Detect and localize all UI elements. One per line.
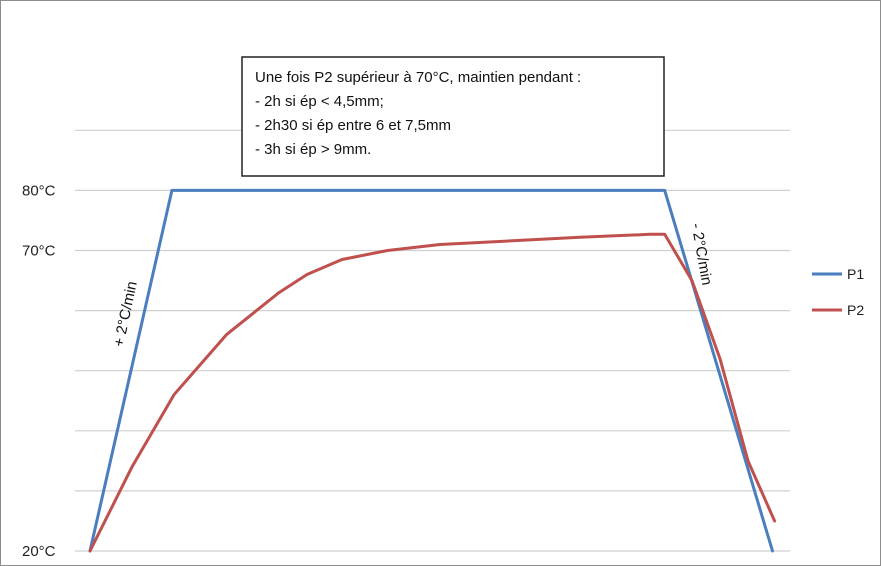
legend: P1 P2 — [812, 266, 864, 318]
annotation-line-2: - 2h si ép < 4,5mm; — [255, 93, 384, 110]
gridlines — [75, 129, 790, 552]
annotation-line-3: - 2h30 si ép entre 6 et 7,5mm — [255, 117, 451, 134]
annotation-line-4: - 3h si ép > 9mm. — [255, 141, 371, 158]
legend-label-p2: P2 — [847, 302, 864, 318]
y-tick-label-70: 70°C — [22, 243, 56, 260]
series-line-p2 — [88, 232, 777, 553]
series-line-p1 — [88, 188, 774, 553]
y-axis-tick-labels: 20°C 70°C 80°C — [22, 182, 56, 560]
annotation-line-1: Une fois P2 supérieur à 70°C, maintien p… — [255, 69, 581, 86]
series-layer — [88, 188, 777, 553]
y-tick-label-80: 80°C — [22, 182, 56, 199]
y-tick-label-20: 20°C — [22, 543, 56, 560]
legend-label-p1: P1 — [847, 266, 864, 282]
annotation-box: Une fois P2 supérieur à 70°C, maintien p… — [241, 56, 665, 177]
annotation-box-frame — [241, 56, 665, 177]
